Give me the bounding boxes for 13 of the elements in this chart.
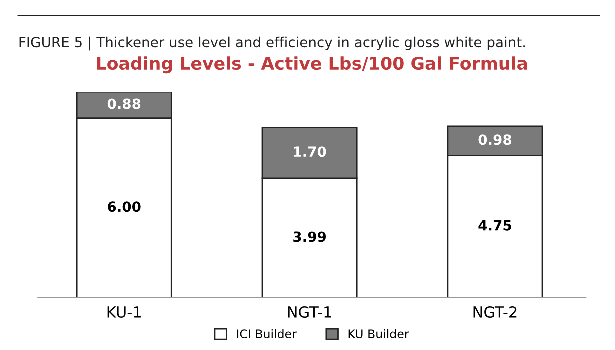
caption: FIGURE 5 | Thickener use level and efficiency in acrylic gloss white paint.	[20, 36, 526, 51]
data-label: 0.98	[478, 134, 512, 146]
data-label: 4.75	[478, 220, 512, 231]
legend-label: ICI Builder	[237, 329, 297, 339]
legend-label: KU Builder	[348, 329, 410, 339]
x-tick-label: NGT-2	[474, 306, 517, 318]
data-label: 6.00	[108, 202, 141, 212]
x-tick-label: NGT-1	[288, 306, 332, 318]
data-label: 1.70	[294, 146, 326, 158]
chart-title: Loading Levels - Active Lbs/100 Gal Formula	[97, 56, 528, 74]
data-label: 0.88	[108, 98, 141, 110]
x-tick-label: KU-1	[108, 306, 141, 318]
data-label: 3.99	[294, 232, 326, 242]
